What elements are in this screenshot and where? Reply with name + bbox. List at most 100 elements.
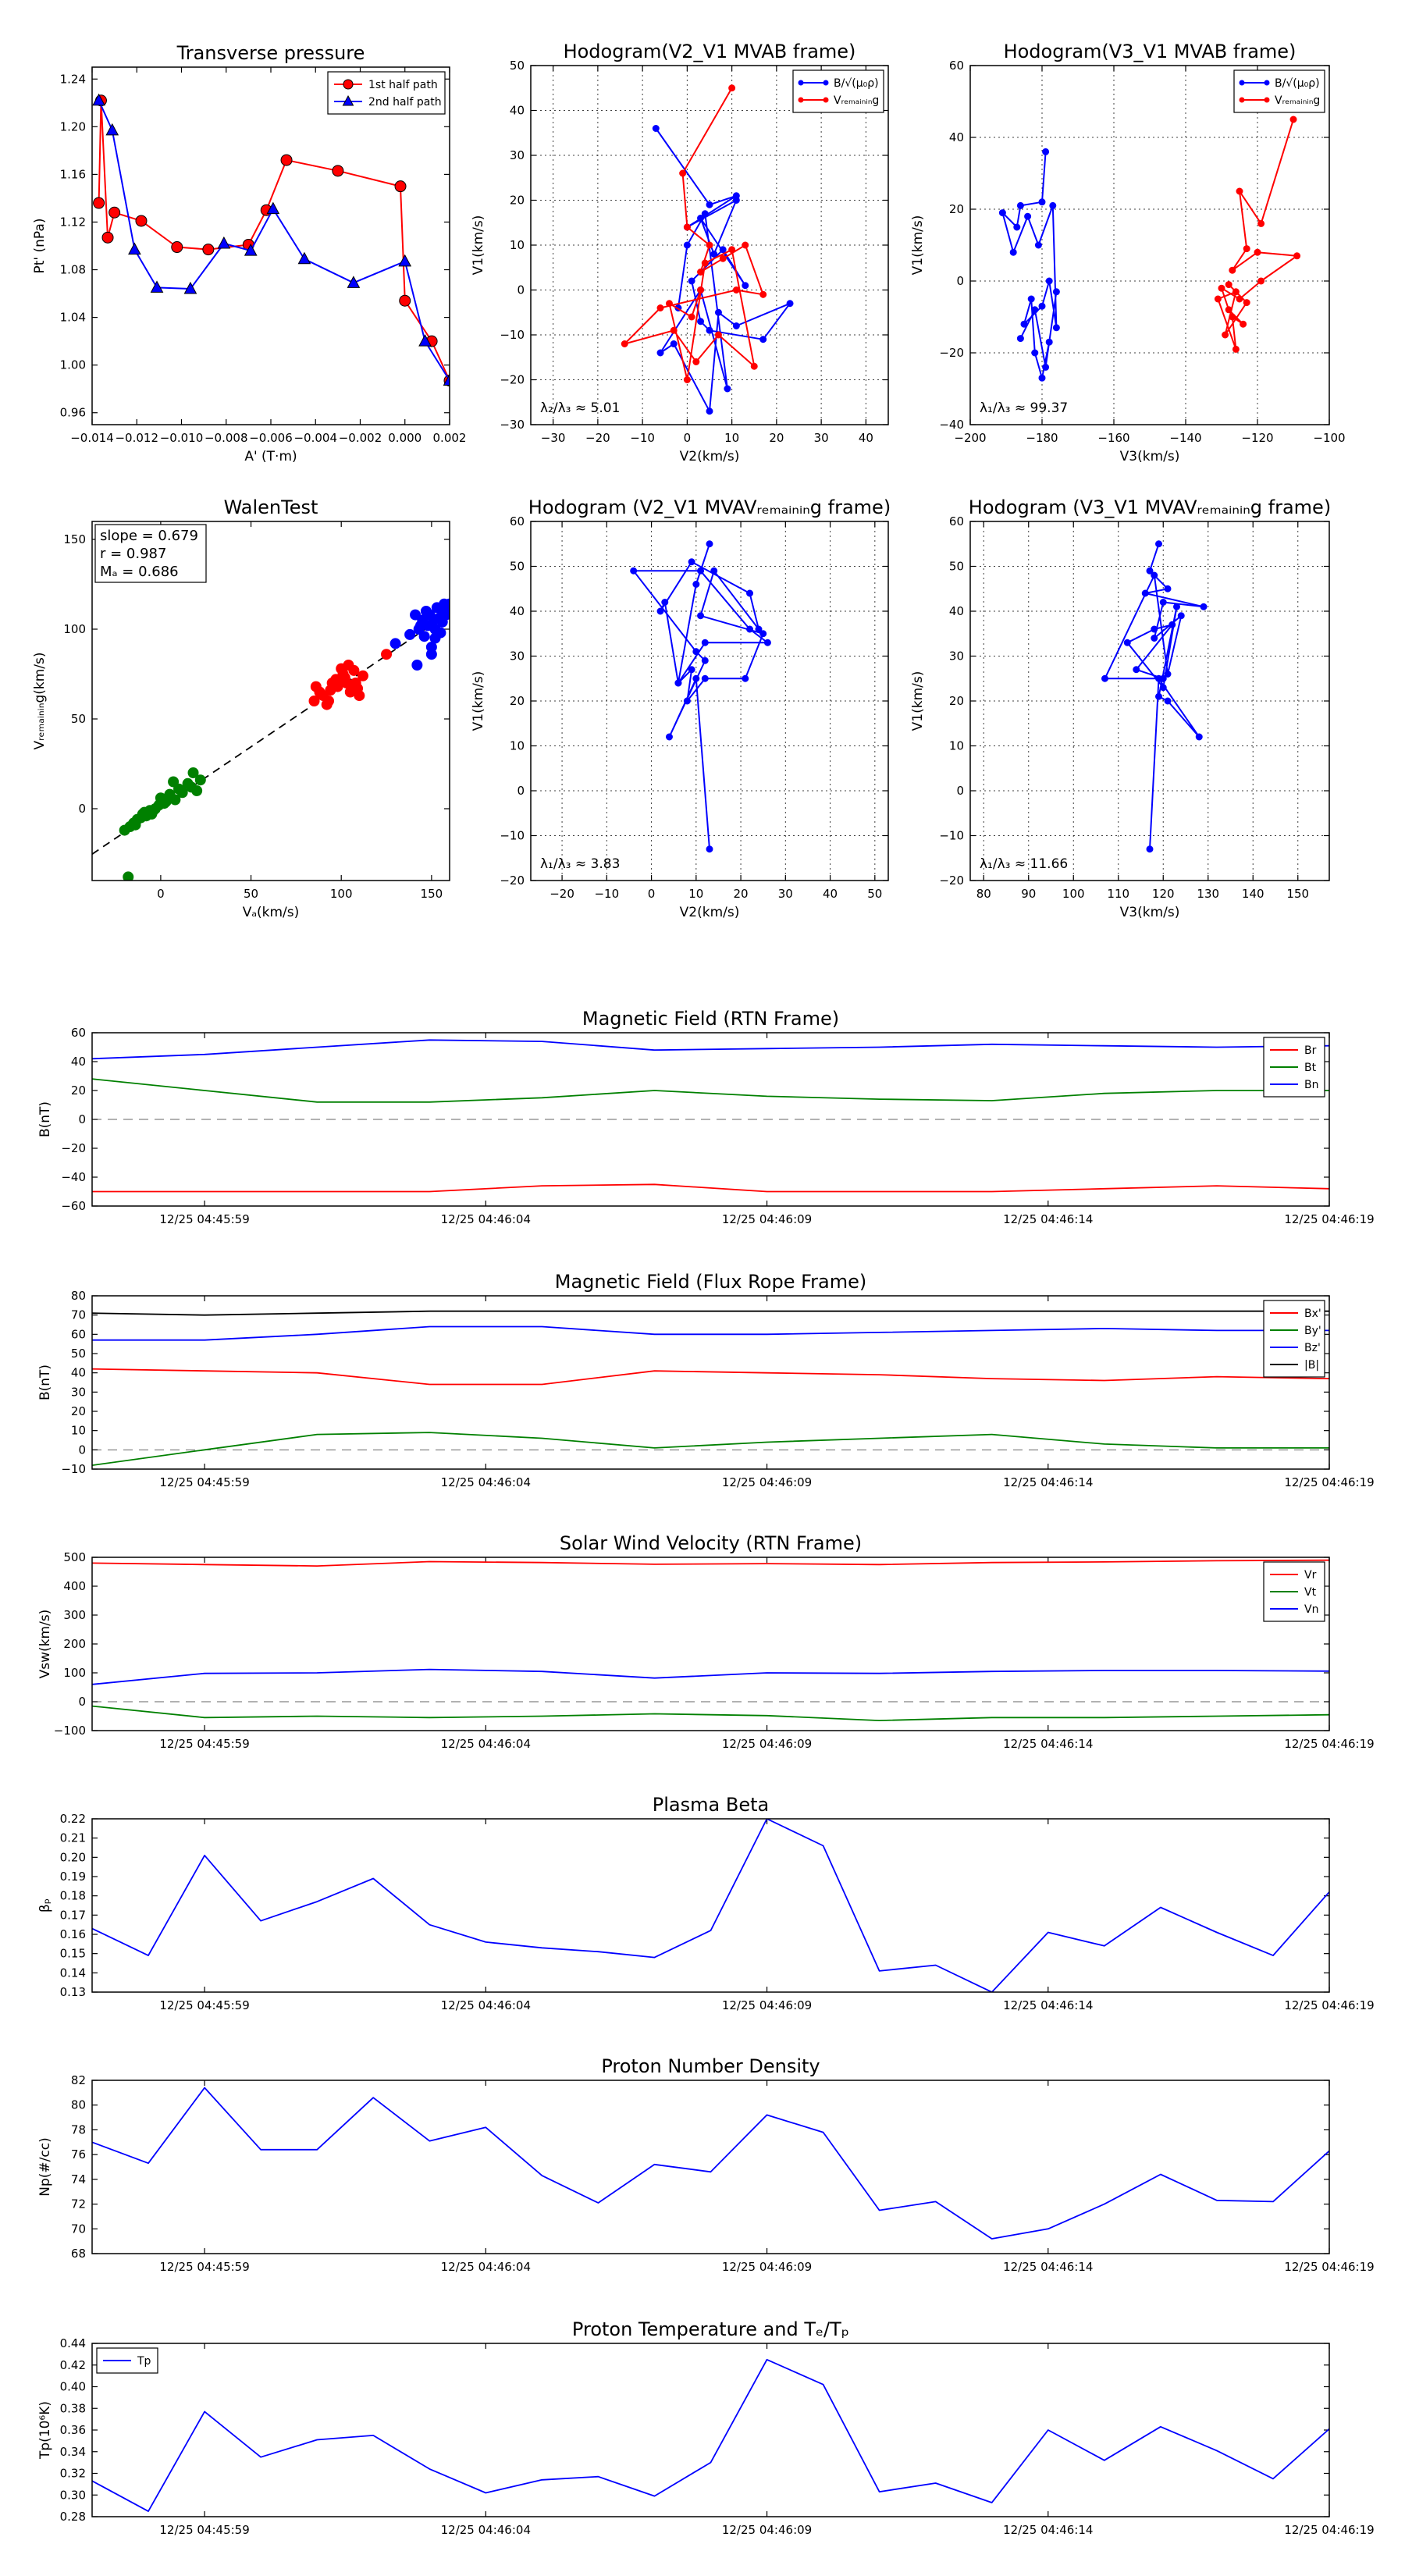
hodogram-v2-v1-mvav-ytick-label: 60 — [510, 514, 525, 528]
hodogram-v2-v1-mvab-ytick-label: 50 — [510, 59, 525, 73]
hodogram-v3-v1-mvab-xtick-label: −140 — [1169, 431, 1201, 445]
hodogram-v3-v1-mvab-series-0-point — [1042, 363, 1050, 371]
hodogram-v3-v1-mvab-series-1-point — [1257, 277, 1265, 285]
hodogram-v2-v1-mvab-series-0-point — [759, 336, 767, 343]
hodogram-v2-v1-mvav-ytick-label: −10 — [500, 829, 525, 843]
transverse-pressure-series-1-point — [92, 93, 105, 106]
hodogram-v2-v1-mvab-legend-marker-b-1 — [823, 97, 829, 103]
magnetic-field-flux-rope-legend-label: Bz' — [1304, 1342, 1321, 1354]
hodogram-v3-v1-mvav-series-0-point — [1177, 612, 1185, 620]
solar-wind-velocity-ytick-label: 400 — [63, 1579, 86, 1593]
hodogram-v2-v1-mvav-ytick-label: −20 — [500, 873, 525, 888]
magnetic-field-flux-rope-ytick-label: 0 — [78, 1443, 86, 1457]
hodogram-v3-v1-mvav-series-0-point — [1123, 639, 1131, 646]
hodogram-v3-v1-mvab-series-0-point — [1038, 302, 1046, 310]
hodogram-v3-v1-mvav-xtick-label: 110 — [1107, 887, 1129, 901]
hodogram-v3-v1-mvab-series-1-point — [1293, 252, 1301, 260]
magnetic-field-flux-rope-series-3-line — [92, 1310, 1329, 1316]
hodogram-v2-v1-mvav-plot-area — [630, 540, 771, 853]
hodogram-v3-v1-mvav-annotation: λ₁/λ₃ ≈ 11.66 — [980, 856, 1068, 872]
hodogram-v3-v1-mvab-series-1-point — [1229, 266, 1236, 274]
hodogram-v2-v1-mvab-legend-box — [792, 69, 884, 113]
transverse-pressure-legend-box — [327, 71, 446, 115]
hodogram-v3-v1-mvav-xtick-label: 80 — [976, 887, 991, 901]
hodogram-v2-v1-mvav-title: Hodogram (V2_V1 MVAVᵣₑₘₐᵢₙᵢₙg frame) — [528, 496, 891, 518]
hodogram-v2-v1-mvav-series-0-point — [706, 540, 713, 548]
transverse-pressure-series-1-point — [398, 254, 412, 267]
magnetic-field-flux-rope-legend: Bx' By' Bz' |B| — [1263, 1300, 1325, 1378]
proton-temperature-ytick-label: 0.40 — [60, 2380, 86, 2394]
transverse-pressure-series-0-line — [98, 99, 450, 381]
hodogram-v3-v1-mvab-ytick-label: 0 — [956, 274, 964, 288]
hodogram-v3-v1-mvab-ytick-label: −20 — [939, 346, 964, 360]
hodogram-v2-v1-mvab-plot-area — [621, 84, 794, 415]
hodogram-v2-v1-mvav-xtick-label: 20 — [734, 887, 749, 901]
hodogram-v3-v1-mvav-xtick-label: 130 — [1197, 887, 1219, 901]
hodogram-v2-v1-mvab-xtick-label: −20 — [585, 431, 610, 445]
magnetic-field-flux-rope-xtick-label: 12/25 04:46:14 — [1003, 1475, 1093, 1489]
hodogram-v3-v1-mvab-series-0-point — [1045, 277, 1053, 285]
walen-test-xtick-label: 150 — [421, 887, 443, 901]
transverse-pressure-series-0-point — [399, 294, 411, 307]
hodogram-v2-v1-mvab-series-0-point — [701, 210, 709, 218]
transverse-pressure-series-1-line — [98, 100, 450, 382]
transverse-pressure-legend-marker-0 — [343, 79, 354, 90]
hodogram-v3-v1-mvav-series-0-point — [1151, 571, 1158, 579]
transverse-pressure-series-0-point — [101, 231, 114, 244]
hodogram-v2-v1-mvab-series-0-point — [732, 197, 740, 204]
hodogram-v3-v1-mvab-xtick-label: −200 — [954, 431, 986, 445]
hodogram-v2-v1-mvav-chart: −20 −10 0 10 20 30 40 50 −20 −10 0 10 20 30 40 50 60Hodo… — [471, 496, 891, 920]
transverse-pressure-series-0-point — [93, 197, 105, 209]
transverse-pressure-series-0-point — [332, 165, 344, 177]
magnetic-field-flux-rope-chart: 12/25 04:45:59 12/25 04:46:04 12/25 04:46:… — [37, 1271, 1375, 1489]
hodogram-v3-v1-mvab-series-0-point — [998, 209, 1006, 217]
hodogram-v3-v1-mvab-series-1-point — [1232, 345, 1240, 353]
plasma-beta-xtick-label: 12/25 04:46:09 — [722, 1998, 812, 2012]
hodogram-v2-v1-mvav-series-0-point — [697, 567, 705, 575]
hodogram-v2-v1-mvav-series-0-point — [692, 674, 700, 682]
walen-test-xtick-label: 0 — [157, 887, 165, 901]
hodogram-v2-v1-mvav-annotation: λ₁/λ₃ ≈ 3.83 — [540, 856, 620, 872]
hodogram-v2-v1-mvab-series-1-point — [759, 290, 767, 298]
magnetic-field-rtn-ytick-label: −20 — [61, 1141, 86, 1155]
transverse-pressure-xtick-label: −0.002 — [339, 431, 382, 445]
transverse-pressure-series-1-point — [128, 242, 141, 255]
walen-test-series-0-point — [139, 806, 151, 818]
solar-wind-velocity-xtick-label: 12/25 04:45:59 — [159, 1737, 249, 1751]
hodogram-v2-v1-mvab-series-1-point — [697, 269, 705, 276]
plasma-beta-plot-area — [92, 1819, 1329, 1992]
transverse-pressure-series-1-point — [266, 201, 280, 215]
transverse-pressure-legend-label: 2nd half path — [368, 96, 442, 109]
proton-temperature-xtick-label: 12/25 04:46:04 — [441, 2523, 531, 2537]
hodogram-v3-v1-mvav-series-0-point — [1146, 567, 1154, 575]
magnetic-field-rtn-ytick-label: 60 — [71, 1026, 86, 1040]
hodogram-v3-v1-mvav-series-0-point — [1168, 621, 1176, 628]
hodogram-v2-v1-mvab-series-0-point — [683, 241, 691, 249]
hodogram-v2-v1-mvab-xtick-label: 40 — [859, 431, 873, 445]
magnetic-field-rtn-xtick-label: 12/25 04:46:19 — [1284, 1212, 1374, 1226]
hodogram-v3-v1-mvav-series-0-point — [1159, 599, 1167, 606]
walen-test-ylabel: Vᵣₑₘₐᵢₙᵢₙg(km/s) — [32, 652, 48, 749]
solar-wind-velocity-ytick-label: 200 — [63, 1637, 86, 1651]
hodogram-v2-v1-mvav-ytick-label: 0 — [517, 784, 525, 798]
hodogram-v3-v1-mvab-ytick-label: 40 — [949, 130, 964, 144]
hodogram-v2-v1-mvab-series-0-point — [742, 282, 749, 290]
transverse-pressure-ytick-label: 1.00 — [60, 358, 86, 372]
magnetic-field-rtn-title: Magnetic Field (RTN Frame) — [582, 1008, 839, 1030]
transverse-pressure-series-0-point — [202, 244, 215, 256]
solar-wind-velocity-series-2-line — [92, 1668, 1329, 1685]
hodogram-v2-v1-mvab-series-1-point — [728, 84, 736, 92]
hodogram-v2-v1-mvab-series-1-point — [750, 362, 758, 370]
magnetic-field-flux-rope-series-1-line — [92, 1432, 1329, 1466]
hodogram-v2-v1-mvav-series-0-point — [692, 581, 700, 588]
magnetic-field-flux-rope-title: Magnetic Field (Flux Rope Frame) — [555, 1271, 866, 1293]
magnetic-field-rtn-legend: Br Bt Bn — [1263, 1037, 1325, 1098]
hodogram-v2-v1-mvab-frame — [530, 65, 889, 425]
hodogram-v2-v1-mvab-xtick-label: 0 — [684, 431, 692, 445]
hodogram-v3-v1-mvav-series-0-line — [1104, 543, 1204, 849]
proton-temperature-legend: Tp — [96, 2347, 158, 2374]
transverse-pressure-plot-area — [92, 93, 450, 387]
proton-number-density-title: Proton Number Density — [601, 2055, 820, 2077]
hodogram-v2-v1-mvab-series-0-point — [719, 246, 727, 254]
solar-wind-velocity-plot-area — [92, 1559, 1329, 1722]
